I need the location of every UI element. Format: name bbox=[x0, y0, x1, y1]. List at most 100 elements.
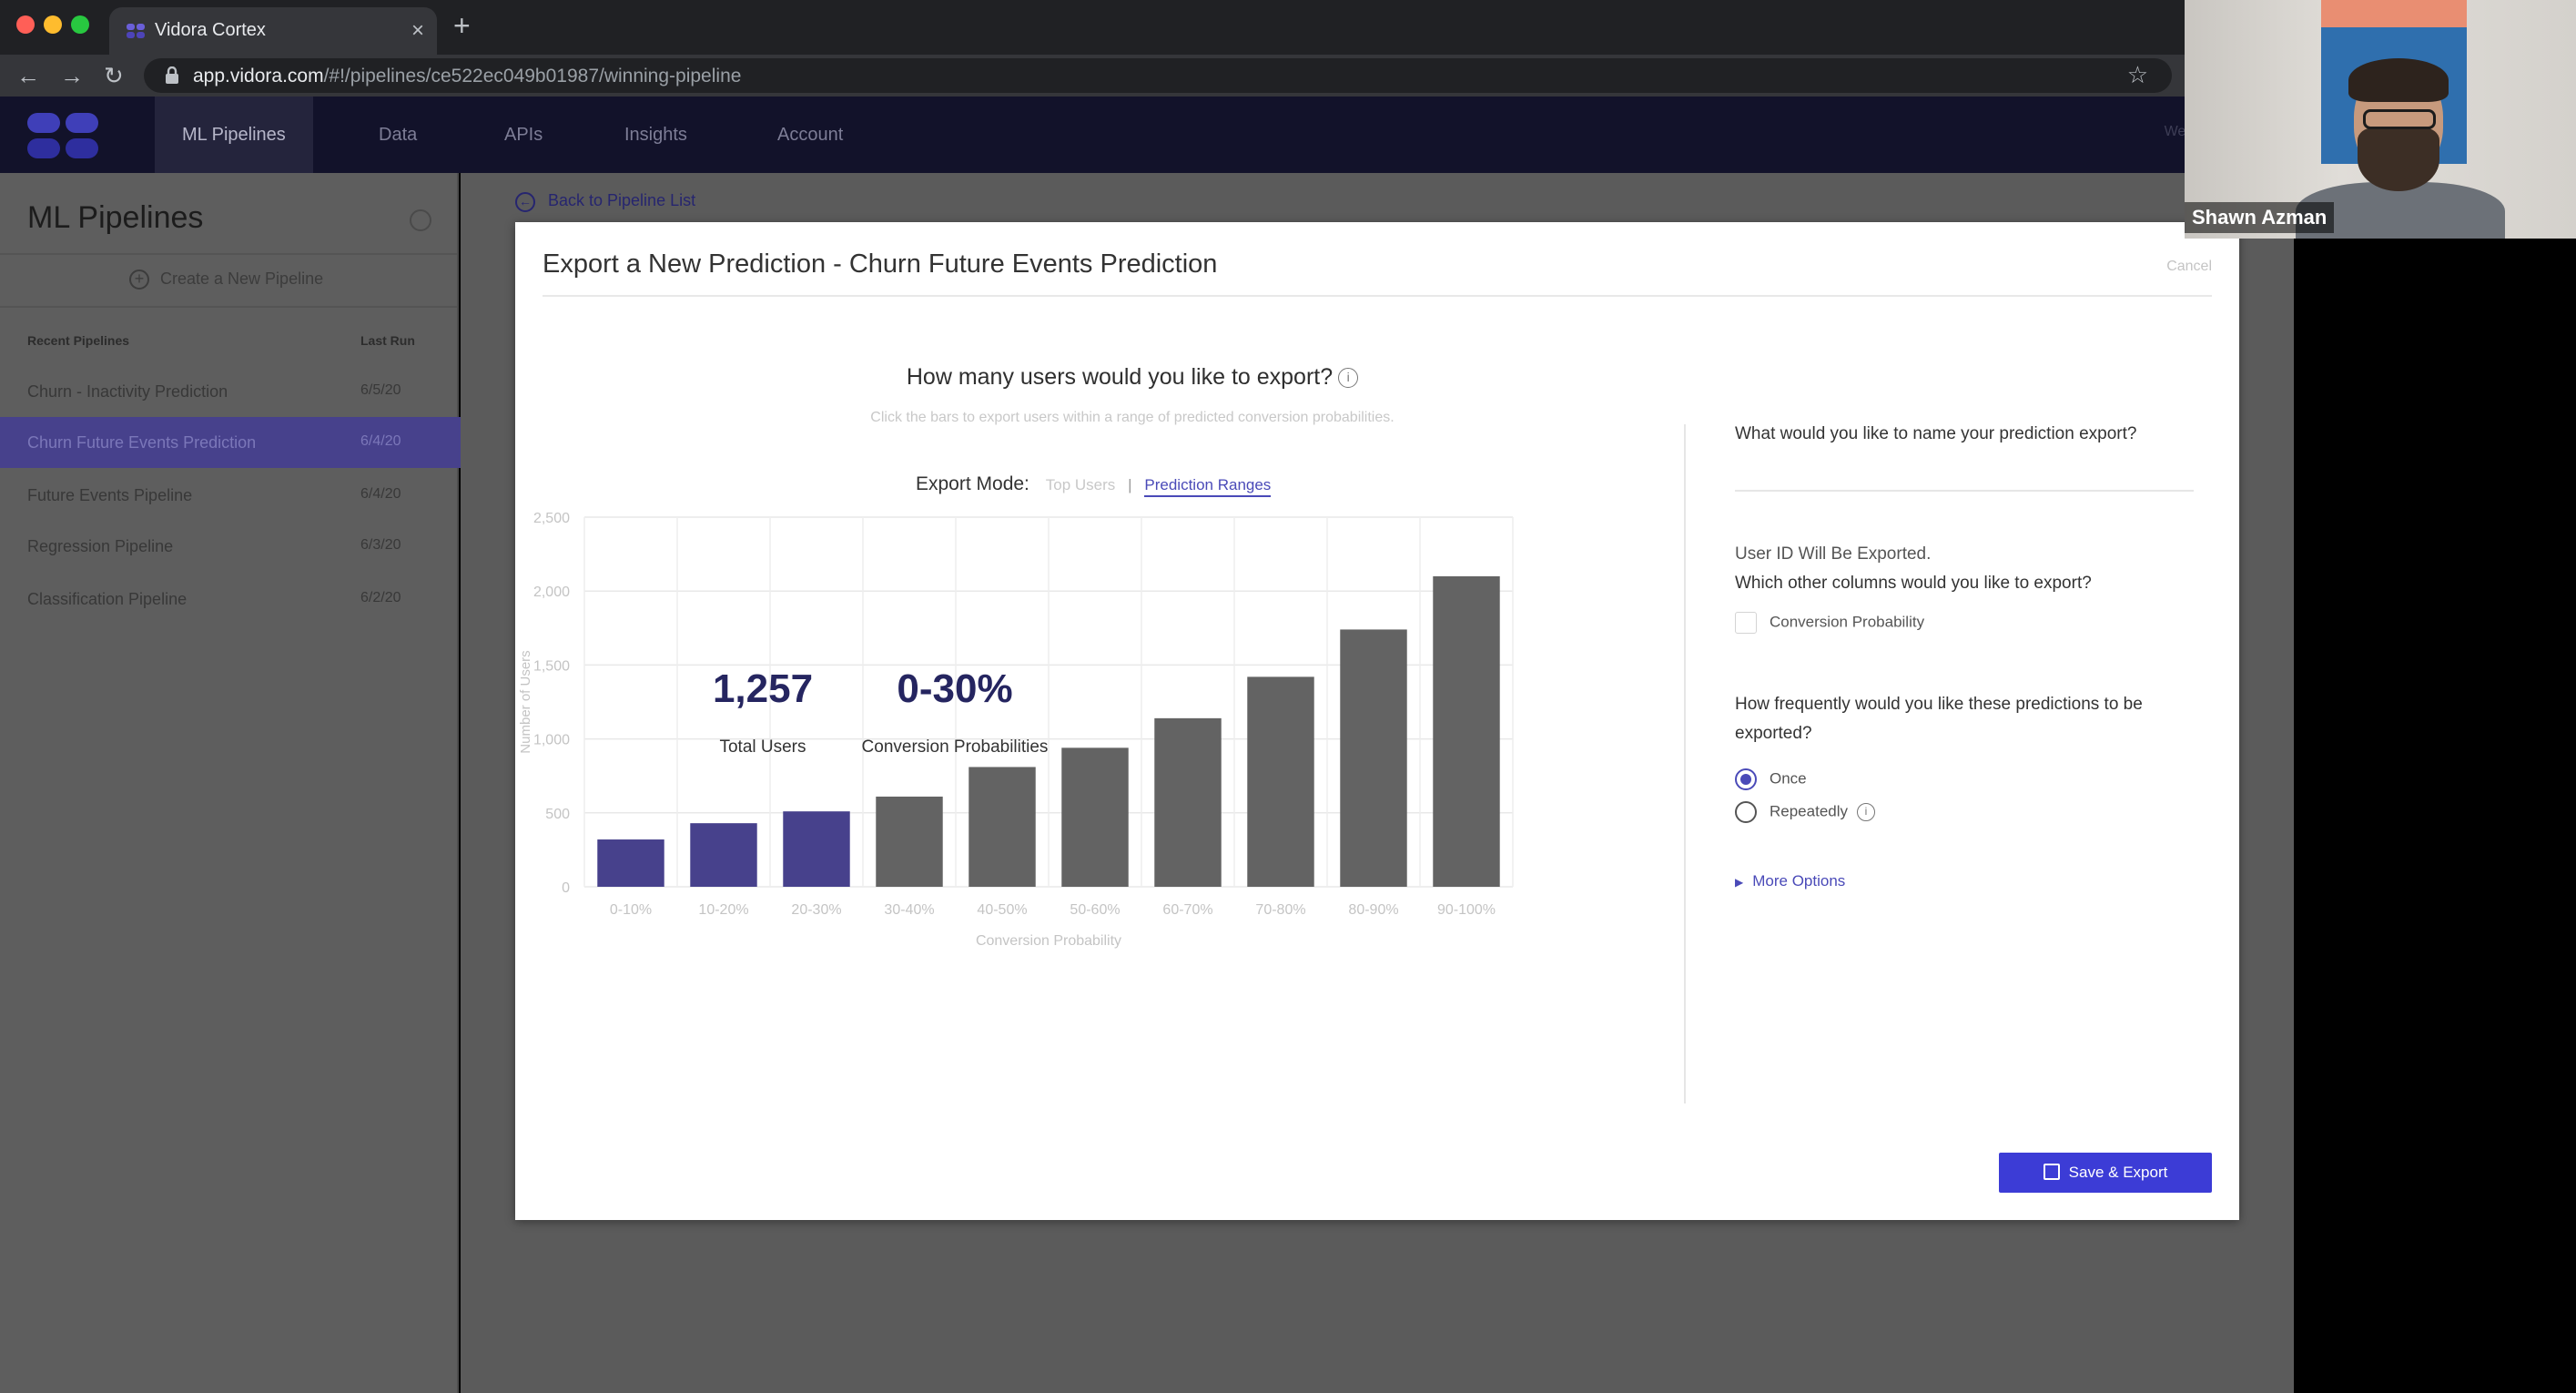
browser-tab-bar: Vidora Cortex × + bbox=[0, 0, 2185, 55]
y-tick-label: 500 bbox=[545, 807, 570, 822]
frequency-repeatedly-option[interactable]: Repeatedly i bbox=[1735, 801, 1876, 823]
participant-hair bbox=[2348, 58, 2449, 102]
new-tab-icon[interactable]: + bbox=[453, 9, 471, 42]
nav-account[interactable]: Account bbox=[777, 125, 844, 145]
chart-bar[interactable] bbox=[1154, 717, 1222, 887]
export-name-input[interactable] bbox=[1735, 450, 2194, 492]
url-path: /#!/pipelines/ce522ec049b01987/winning-p… bbox=[323, 66, 742, 86]
chart-bar[interactable] bbox=[876, 796, 943, 887]
info-icon[interactable]: i bbox=[1857, 803, 1876, 821]
maximize-window-button[interactable] bbox=[71, 15, 89, 34]
export-mode-prediction-ranges[interactable]: Prediction Ranges bbox=[1144, 476, 1272, 497]
lock-icon bbox=[166, 66, 178, 84]
export-name-question: What would you like to name your predict… bbox=[1735, 424, 2137, 443]
last-run-header: Last Run bbox=[360, 333, 415, 348]
pipeline-last-run: 6/3/20 bbox=[360, 537, 401, 553]
pipeline-name: Classification Pipeline bbox=[27, 590, 188, 608]
y-tick-label: 2,500 bbox=[533, 511, 570, 526]
x-tick-label: 10-20% bbox=[698, 902, 748, 918]
x-tick-label: 90-100% bbox=[1437, 902, 1496, 918]
checkbox-label: Conversion Probability bbox=[1770, 613, 1925, 631]
x-tick-label: 60-70% bbox=[1162, 902, 1212, 918]
chart-bar[interactable] bbox=[690, 823, 757, 887]
repeatedly-label: Repeatedly bbox=[1770, 802, 1849, 820]
back-arrow-icon[interactable]: ← bbox=[16, 62, 40, 89]
chart-bar[interactable] bbox=[597, 839, 664, 887]
nav-data[interactable]: Data bbox=[379, 125, 418, 145]
once-label: Once bbox=[1770, 769, 1807, 788]
once-radio[interactable] bbox=[1735, 768, 1757, 790]
back-circle-icon: ← bbox=[515, 192, 535, 212]
nav-ml-pipelines[interactable]: ML Pipelines bbox=[155, 97, 313, 173]
chart-bar[interactable] bbox=[1433, 575, 1500, 887]
nav-insights[interactable]: Insights bbox=[624, 125, 687, 145]
sidebar-pipeline-row[interactable]: Churn - Inactivity Prediction 6/5/20 bbox=[0, 366, 457, 417]
close-window-button[interactable] bbox=[16, 15, 35, 34]
bookmark-star-icon[interactable]: ☆ bbox=[2126, 61, 2148, 88]
modal-title: Export a New Prediction - Churn Future E… bbox=[543, 249, 1218, 279]
vidora-logo[interactable] bbox=[25, 111, 102, 160]
sidebar-pipeline-row[interactable]: Regression Pipeline 6/3/20 bbox=[0, 521, 457, 572]
x-axis-label: Conversion Probability bbox=[976, 933, 1121, 949]
export-count-question-text: How many users would you like to export? bbox=[906, 364, 1334, 390]
chart-bar[interactable] bbox=[1061, 747, 1129, 887]
x-tick-label: 30-40% bbox=[884, 902, 934, 918]
forward-arrow-icon[interactable]: → bbox=[60, 62, 84, 89]
back-to-pipeline-list-link[interactable]: ← Back to Pipeline List bbox=[515, 191, 695, 212]
export-count-subtitle: Click the bars to export users within a … bbox=[870, 410, 1394, 425]
export-mode-top-users[interactable]: Top Users bbox=[1045, 476, 1116, 493]
sidebar-pipeline-row[interactable]: Future Events Pipeline 6/4/20 bbox=[0, 470, 457, 521]
y-tick-label: 1,500 bbox=[533, 658, 570, 674]
conversion-probability-bar-chart: 0 500 1,000 1,500 2,000 2,500 0-10% 10-20% 20-30… bbox=[518, 511, 1514, 949]
pipeline-name: Churn - Inactivity Prediction bbox=[27, 382, 228, 401]
nav-apis[interactable]: APIs bbox=[504, 125, 543, 145]
conversion-probabilities-label: Conversion Probabilities bbox=[861, 737, 1049, 757]
pipeline-last-run: 6/4/20 bbox=[360, 486, 401, 502]
pipeline-last-run: 6/2/20 bbox=[360, 590, 401, 605]
x-tick-label: 70-80% bbox=[1255, 902, 1305, 918]
chart-bar[interactable] bbox=[783, 811, 850, 887]
pipeline-last-run: 6/4/20 bbox=[360, 433, 401, 449]
x-tick-label: 0-10% bbox=[610, 902, 652, 918]
participant-glasses bbox=[2363, 109, 2436, 129]
browser-tab[interactable]: Vidora Cortex × bbox=[109, 7, 437, 55]
vidora-favicon-icon bbox=[127, 24, 145, 38]
conversion-probability-checkbox[interactable] bbox=[1735, 612, 1757, 634]
chart-bar[interactable] bbox=[969, 767, 1036, 887]
create-pipeline-label: Create a New Pipeline bbox=[160, 269, 324, 288]
columns-question: Which other columns would you like to ex… bbox=[1735, 574, 2092, 593]
export-icon bbox=[2043, 1163, 2060, 1180]
chart-bar[interactable] bbox=[1247, 676, 1314, 887]
help-icon[interactable] bbox=[410, 209, 431, 231]
create-pipeline-button[interactable]: + Create a New Pipeline bbox=[0, 253, 457, 308]
x-tick-label: 50-60% bbox=[1070, 902, 1120, 918]
frequency-once-option[interactable]: Once bbox=[1735, 768, 1807, 790]
webcam-video: Shawn Azman bbox=[2185, 0, 2576, 239]
participant-name: Shawn Azman bbox=[2185, 202, 2335, 233]
participant-beard bbox=[2358, 127, 2439, 191]
info-icon[interactable]: i bbox=[1338, 368, 1359, 389]
more-options-toggle[interactable]: ▶ More Options bbox=[1735, 872, 1845, 890]
pipeline-name: Regression Pipeline bbox=[27, 537, 174, 555]
export-mode: Export Mode: Top Users | Prediction Rang… bbox=[916, 473, 1272, 497]
conversion-probability-checkbox-row[interactable]: Conversion Probability bbox=[1735, 612, 1924, 634]
minimize-window-button[interactable] bbox=[44, 15, 62, 34]
modal-divider bbox=[543, 295, 2212, 297]
save-and-export-button[interactable]: Save & Export bbox=[1999, 1153, 2212, 1193]
sidebar-pipeline-row-active[interactable]: Churn Future Events Prediction 6/4/20 bbox=[0, 417, 466, 468]
url-text: app.vidora.com/#!/pipelines/ce522ec049b0… bbox=[193, 66, 741, 87]
y-tick-label: 1,000 bbox=[533, 733, 570, 748]
browser-toolbar: ← → ↻ app.vidora.com/#!/pipelines/ce522e… bbox=[0, 55, 2185, 97]
cancel-button[interactable]: Cancel bbox=[2166, 259, 2212, 274]
url-host: app.vidora.com bbox=[193, 66, 324, 86]
user-id-note: User ID Will Be Exported. bbox=[1735, 544, 1932, 564]
chart-bar[interactable] bbox=[1340, 629, 1407, 887]
repeatedly-radio[interactable] bbox=[1735, 801, 1757, 823]
address-bar[interactable]: app.vidora.com/#!/pipelines/ce522ec049b0… bbox=[144, 58, 2172, 93]
export-prediction-modal: Export a New Prediction - Churn Future E… bbox=[515, 222, 2239, 1220]
reload-icon[interactable]: ↻ bbox=[104, 62, 124, 89]
sidebar-pipeline-row[interactable]: Classification Pipeline 6/2/20 bbox=[0, 574, 457, 625]
y-axis-label: Number of Users bbox=[518, 650, 533, 753]
tab-close-icon[interactable]: × bbox=[411, 18, 424, 43]
x-tick-label: 20-30% bbox=[791, 902, 841, 918]
